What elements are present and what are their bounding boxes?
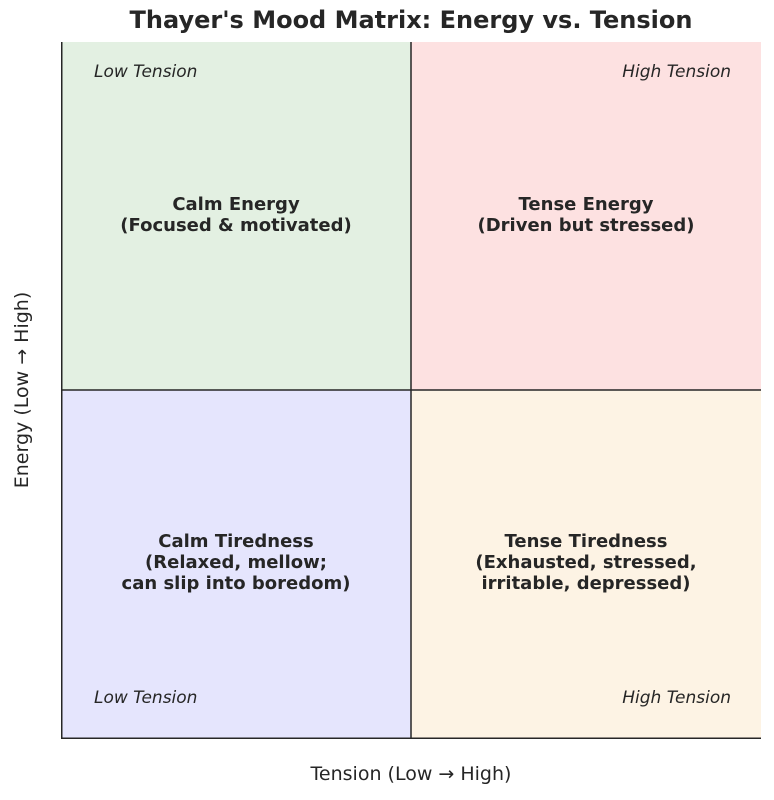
mood-matrix: Low Tension Calm Energy (Focused & motiv… xyxy=(61,42,761,739)
quadrant-label-calm-tiredness: Calm Tiredness (Relaxed, mellow; can sli… xyxy=(121,531,351,594)
diagram-title: Thayer's Mood Matrix: Energy vs. Tension xyxy=(129,6,693,34)
corner-label-low-tension-top: Low Tension xyxy=(94,62,198,82)
y-axis-label: Energy (Low → High) xyxy=(11,291,33,489)
x-axis-label: Tension (Low → High) xyxy=(310,763,512,785)
corner-label-low-tension-bottom: Low Tension xyxy=(94,688,198,708)
quadrant-label-tense-energy: Tense Energy (Driven but stressed) xyxy=(477,194,695,236)
quadrant-label-calm-energy: Calm Energy (Focused & motivated) xyxy=(120,194,352,236)
matrix-lines xyxy=(61,42,761,739)
quadrant-calm-tiredness: Calm Tiredness (Relaxed, mellow; can sli… xyxy=(61,390,411,739)
corner-label-high-tension-bottom: High Tension xyxy=(622,688,731,708)
quadrant-tense-energy: High Tension Tense Energy (Driven but st… xyxy=(411,42,761,390)
quadrant-calm-energy: Low Tension Calm Energy (Focused & motiv… xyxy=(61,42,411,390)
quadrant-tense-tiredness: Tense Tiredness (Exhausted, stressed, ir… xyxy=(411,390,761,739)
quadrant-label-tense-tiredness: Tense Tiredness (Exhausted, stressed, ir… xyxy=(475,531,697,594)
corner-label-high-tension-top: High Tension xyxy=(622,62,731,82)
